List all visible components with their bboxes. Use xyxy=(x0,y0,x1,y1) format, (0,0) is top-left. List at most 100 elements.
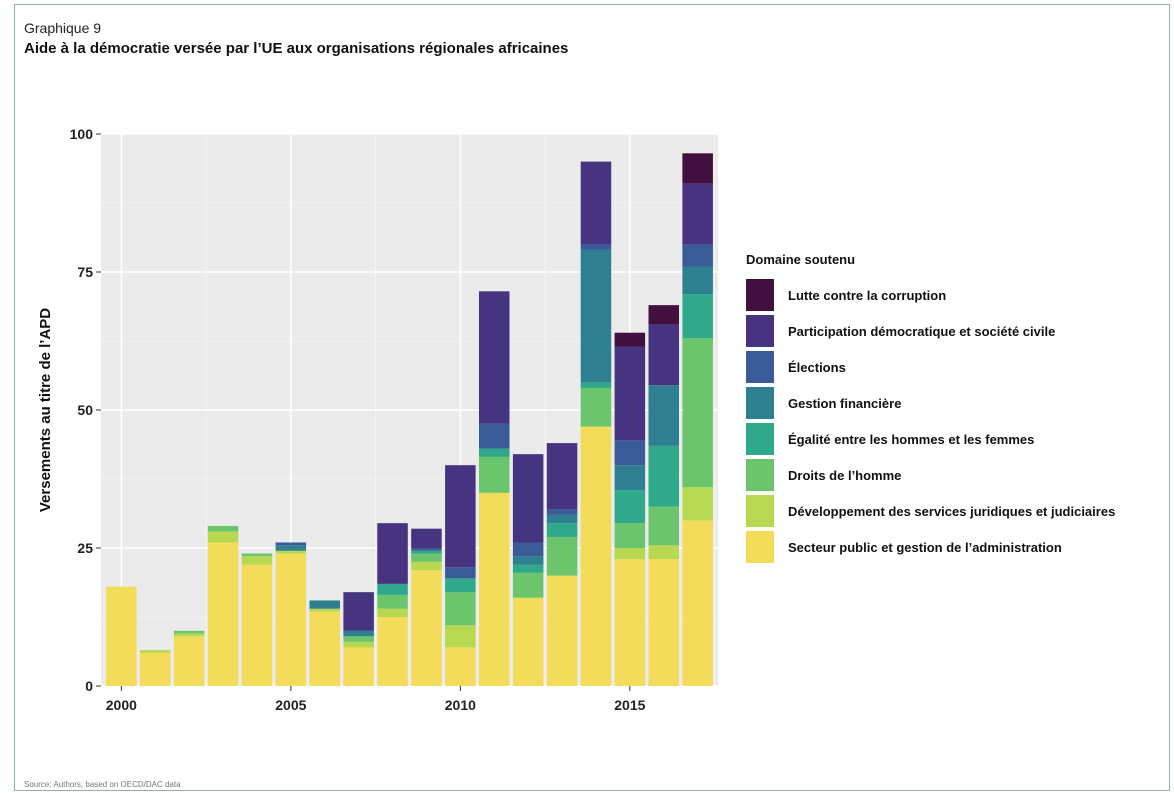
bar-segment xyxy=(614,548,646,560)
bar-segment xyxy=(478,423,510,449)
bar-segment xyxy=(411,528,442,548)
bar-segment xyxy=(546,514,578,524)
bar-segment xyxy=(106,586,137,686)
bar-segment xyxy=(411,553,442,562)
legend-label: Égalité entre les hommes et les femmes xyxy=(788,431,1035,447)
bar-segment xyxy=(275,542,307,546)
bar-segment xyxy=(445,578,476,593)
bar-segment xyxy=(546,443,578,510)
bar-segment xyxy=(614,465,646,491)
bar-segment xyxy=(580,382,612,388)
source-note: Source: Authors, based on OECD/DAC data xyxy=(24,780,181,789)
bar-segment xyxy=(546,509,578,515)
legend-item: Lutte contre la corruption xyxy=(746,277,1115,313)
bar-segment xyxy=(648,305,680,325)
bar-segment xyxy=(343,641,374,648)
x-tick-label: 2000 xyxy=(106,697,137,713)
bar-segment xyxy=(207,542,239,686)
bar-segment xyxy=(377,594,408,609)
bar-segment xyxy=(614,332,646,347)
bar-segment xyxy=(512,556,544,565)
legend-label: Lutte contre la corruption xyxy=(788,287,947,303)
bar-segment xyxy=(648,385,680,446)
legend-label: Secteur public et gestion de l’administr… xyxy=(788,539,1062,555)
bar-segment xyxy=(241,556,273,565)
bar-segment xyxy=(411,561,442,571)
bar-segment xyxy=(445,647,476,686)
legend-label: Participation démocratique et société ci… xyxy=(788,323,1056,339)
figure-title: Aide à la démocratie versée par l’UE aux… xyxy=(24,40,569,57)
legend-swatch xyxy=(746,531,774,563)
legend-title: Domaine soutenu xyxy=(746,252,856,267)
bar-segment xyxy=(207,525,239,532)
bar-segment xyxy=(580,387,612,427)
bar-segment xyxy=(682,183,713,245)
y-axis-title: Versements au titre de l’APD xyxy=(37,308,54,512)
bar-segment xyxy=(512,454,544,543)
bar-segment xyxy=(411,548,442,551)
bar-segment xyxy=(512,564,544,573)
bar-segment xyxy=(512,572,544,598)
bar-segment xyxy=(139,650,171,653)
bar-segment xyxy=(478,448,510,457)
legend-item: Droits de l’homme xyxy=(746,457,1115,493)
legend-swatch xyxy=(746,351,774,383)
bar-segment xyxy=(173,630,205,634)
bar-segment xyxy=(682,294,713,339)
legend-swatch xyxy=(746,495,774,527)
x-tick-label: 2010 xyxy=(445,697,476,713)
bar-segment xyxy=(377,523,408,584)
legend-item: Égalité entre les hommes et les femmes xyxy=(746,421,1115,457)
bar-segment xyxy=(309,600,341,609)
bar-segment xyxy=(173,636,205,686)
y-tick-label: 0 xyxy=(85,678,93,694)
y-tick-label: 50 xyxy=(77,402,93,418)
bar-segment xyxy=(580,244,612,250)
bar-segment xyxy=(648,445,680,507)
bar-segment xyxy=(546,575,578,686)
bar-segment xyxy=(343,647,374,686)
bar-segment xyxy=(648,545,680,560)
legend-item: Participation démocratique et société ci… xyxy=(746,313,1115,349)
bar-segment xyxy=(682,153,713,184)
figure-frame xyxy=(14,4,1170,791)
legend: Domaine soutenu Lutte contre la corrupti… xyxy=(746,252,1115,565)
legend-swatch xyxy=(746,459,774,491)
bar-segment xyxy=(343,636,374,642)
bar-segment xyxy=(445,567,476,579)
y-tick-label: 25 xyxy=(77,540,93,556)
bar-segment xyxy=(512,597,544,686)
legend-label: Droits de l’homme xyxy=(788,467,902,483)
bar-segment xyxy=(682,244,713,267)
bar-segment xyxy=(275,550,307,554)
legend-item: Élections xyxy=(746,349,1115,385)
bar-segment xyxy=(580,426,612,686)
bar-segment xyxy=(648,506,680,546)
legend-swatch xyxy=(746,423,774,455)
legend-items: Lutte contre la corruption Participation … xyxy=(746,277,1115,565)
bar-segment xyxy=(580,161,612,245)
bar-segment xyxy=(546,523,578,537)
bar-segment xyxy=(411,570,442,686)
bar-segment xyxy=(512,542,544,557)
y-tick-label: 100 xyxy=(70,126,94,142)
bar-segment xyxy=(682,487,713,521)
bar-segment xyxy=(309,611,341,686)
bar-segment xyxy=(207,531,239,543)
bar-segment xyxy=(377,617,408,686)
bar-segment xyxy=(275,553,307,686)
legend-swatch xyxy=(746,387,774,419)
legend-item: Développement des services juridiques et… xyxy=(746,493,1115,529)
legend-swatch xyxy=(746,279,774,311)
legend-label: Élections xyxy=(788,359,846,375)
bar-segment xyxy=(241,564,273,686)
bar-segment xyxy=(580,249,612,383)
bar-segment xyxy=(411,550,442,554)
bar-segment xyxy=(478,492,510,686)
bar-segment xyxy=(682,266,713,295)
bar-segment xyxy=(614,523,646,548)
bar-segment xyxy=(478,456,510,493)
bar-segment xyxy=(139,652,171,686)
bar-segment xyxy=(445,465,476,568)
